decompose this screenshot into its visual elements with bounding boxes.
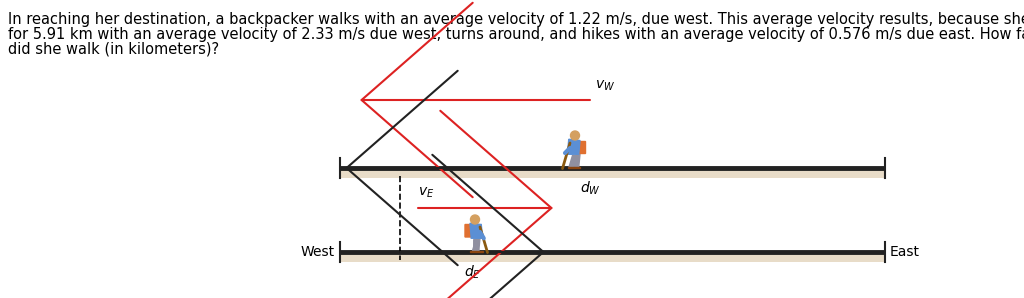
Polygon shape xyxy=(470,223,482,238)
Text: In reaching her destination, a backpacker walks with an average velocity of 1.22: In reaching her destination, a backpacke… xyxy=(8,12,1024,27)
Polygon shape xyxy=(340,252,885,262)
Polygon shape xyxy=(573,154,580,167)
Polygon shape xyxy=(567,167,573,168)
Text: $v_W$: $v_W$ xyxy=(595,79,615,93)
Text: for 5.91 km with an average velocity of 2.33 m/s due west, turns around, and hik: for 5.91 km with an average velocity of … xyxy=(8,27,1024,42)
Polygon shape xyxy=(470,251,476,252)
Polygon shape xyxy=(474,240,479,252)
Polygon shape xyxy=(465,224,472,237)
Polygon shape xyxy=(578,140,585,153)
Circle shape xyxy=(570,131,580,140)
Text: $v_E$: $v_E$ xyxy=(418,186,434,200)
Text: did she walk (in kilometers)?: did she walk (in kilometers)? xyxy=(8,42,219,57)
Circle shape xyxy=(470,215,479,224)
Text: $d_W$: $d_W$ xyxy=(580,180,600,197)
Polygon shape xyxy=(340,168,885,178)
Polygon shape xyxy=(472,238,480,251)
Polygon shape xyxy=(567,139,580,154)
Polygon shape xyxy=(476,251,482,252)
Polygon shape xyxy=(568,156,577,168)
Polygon shape xyxy=(573,167,580,168)
Text: East: East xyxy=(890,245,920,259)
Text: $d_E$: $d_E$ xyxy=(464,264,480,281)
Text: West: West xyxy=(301,245,335,259)
